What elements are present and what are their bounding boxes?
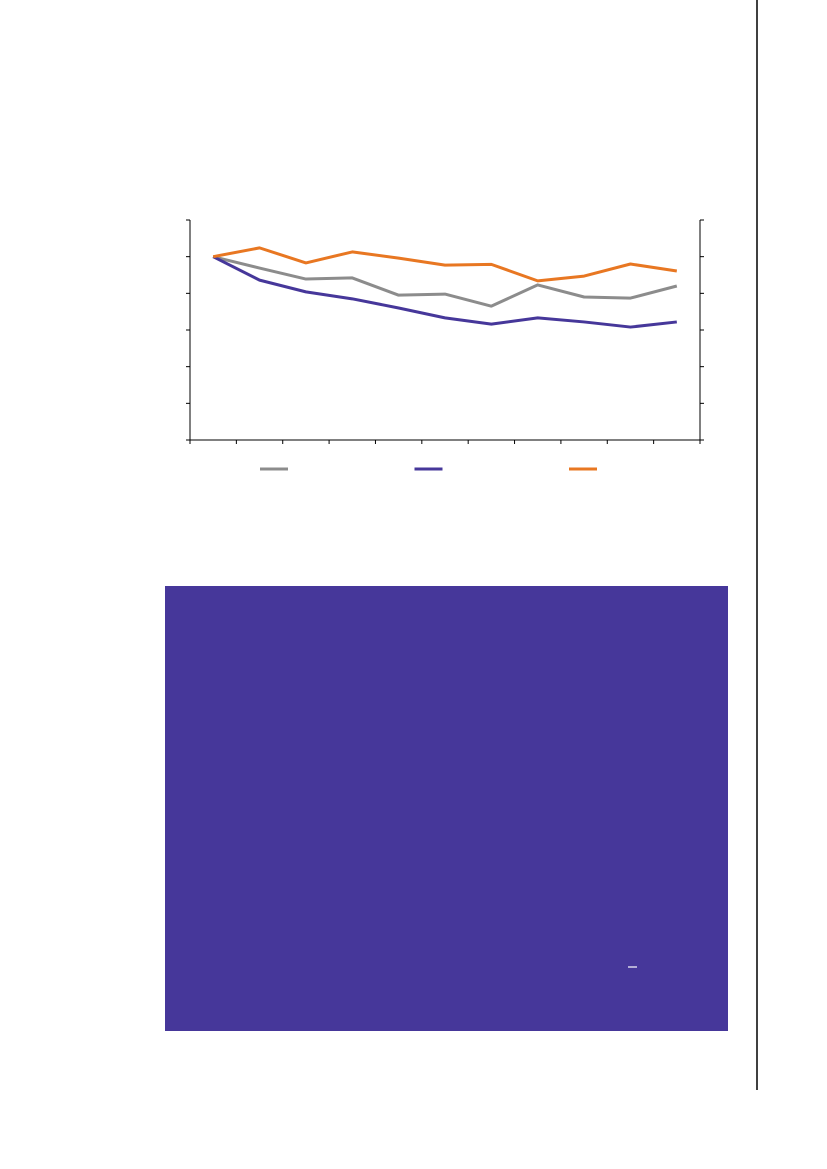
series-line <box>212 246 678 283</box>
series-line <box>212 255 678 308</box>
series-line <box>212 255 677 329</box>
info-box <box>165 586 728 1031</box>
chart <box>186 219 704 471</box>
